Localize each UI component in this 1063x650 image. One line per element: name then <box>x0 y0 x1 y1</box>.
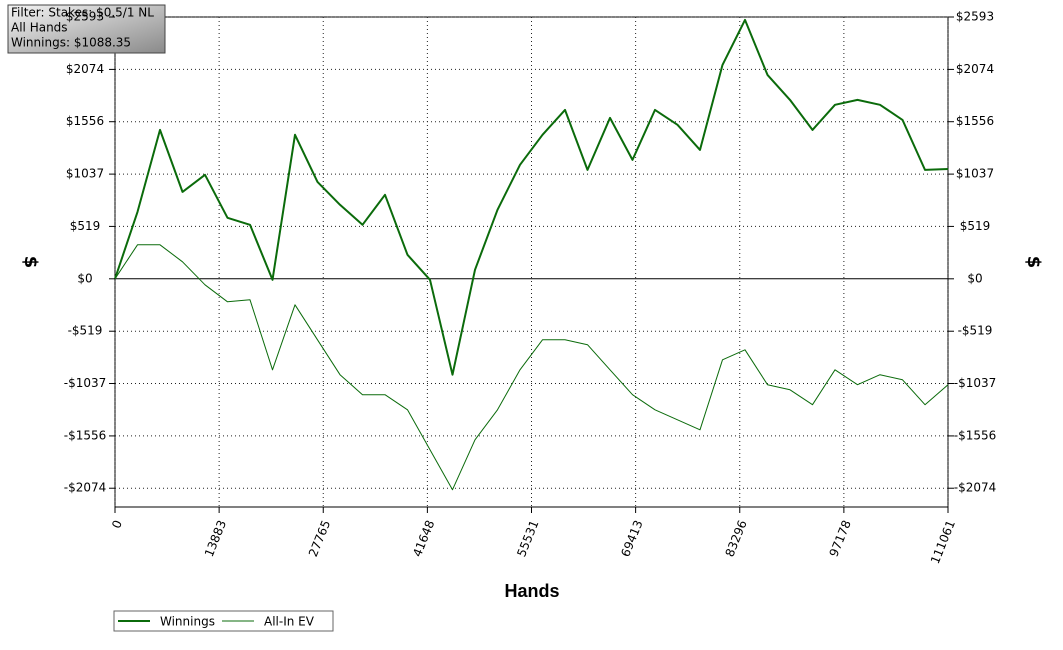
y2-tick-label: $2074 <box>956 62 994 76</box>
filter-box <box>7 4 166 54</box>
x-tick-label: 97178 <box>827 518 854 559</box>
series-line <box>114 244 949 491</box>
filter-text: All Hands <box>11 21 68 35</box>
x-tick-label: 13883 <box>202 518 229 559</box>
y-tick-label: $519 <box>70 219 101 233</box>
y-tick-label: -$1037 <box>64 376 107 390</box>
x-tick-label: 83296 <box>722 518 749 559</box>
y2-tick-label: -$519 <box>958 324 993 338</box>
legend-items: Winnings All-In EV <box>118 615 315 629</box>
x-axis-title: Hands <box>504 581 559 601</box>
y-tick-label: $2074 <box>66 62 104 76</box>
y2-tick-label: $0 <box>967 271 982 285</box>
filter-text: Filter: Stakes: $0.5/1 NL <box>11 6 154 20</box>
y-tick-label: $2593 <box>66 10 104 24</box>
x-tick-label: 27765 <box>306 518 333 559</box>
y-tick-label: -$519 <box>68 324 103 338</box>
y2-tick-label: $1556 <box>956 114 994 128</box>
x-tick-label: 69413 <box>618 518 645 559</box>
y2-tick-label: -$1556 <box>954 428 997 442</box>
y-tick-label: $0 <box>77 271 92 285</box>
y2-tick-label: $1037 <box>956 167 994 181</box>
filter-text: Winnings: $1088.35 <box>11 36 131 50</box>
y2-tick-label: -$1037 <box>954 376 997 390</box>
y2-tick-label: $2593 <box>956 10 994 24</box>
series-line <box>114 18 949 376</box>
x-tick-label: 41648 <box>410 518 437 559</box>
y-tick-label: $1037 <box>66 167 104 181</box>
y2-tick-label: -$2074 <box>954 481 997 495</box>
y-tick-label: $1556 <box>66 114 104 128</box>
x-tick-label: 55531 <box>514 518 541 559</box>
y-tick-label: -$2074 <box>64 481 107 495</box>
legend-label: Winnings <box>160 615 215 629</box>
x-tick-label: 0 <box>109 518 125 530</box>
legend-label: All-In EV <box>264 615 315 629</box>
y-tick-label: -$1556 <box>64 428 107 442</box>
y2-tick-label: $519 <box>960 219 991 233</box>
y2-axis-title: $ <box>1023 256 1044 269</box>
x-tick-label: 111061 <box>928 518 958 566</box>
plot <box>114 16 949 507</box>
y-axis-title: $ <box>20 256 41 269</box>
